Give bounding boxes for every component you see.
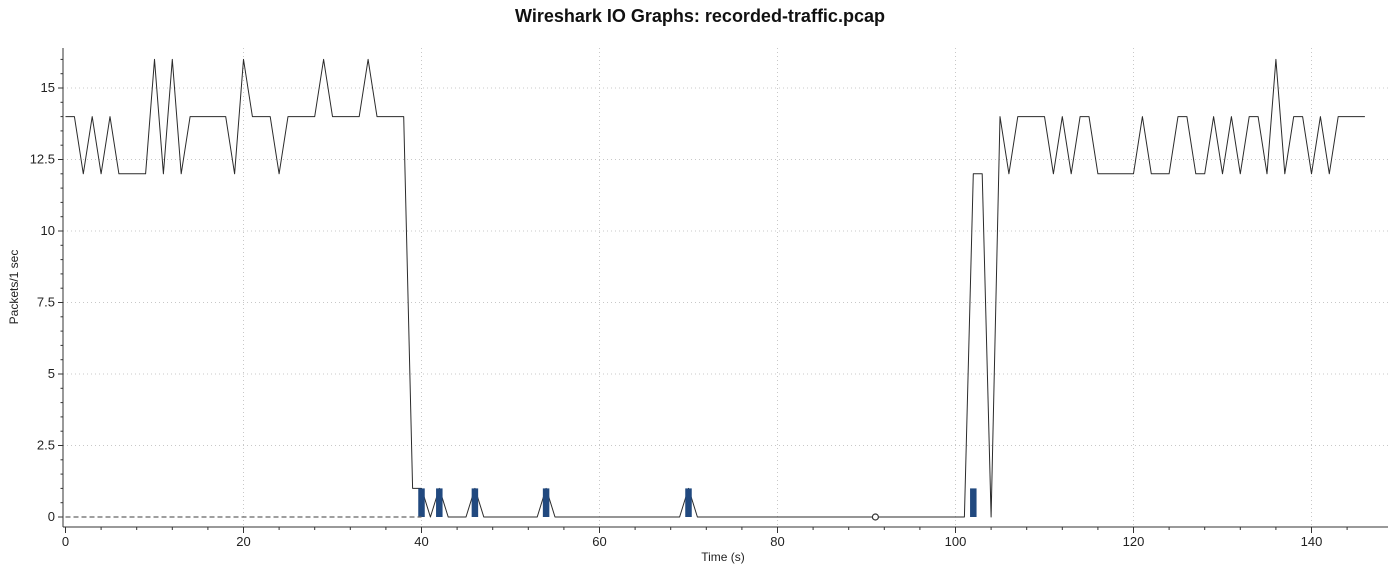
y-tick-label: 2.5 [37, 438, 55, 453]
y-tick-label: 10 [41, 223, 55, 238]
data-point-marker[interactable] [871, 513, 880, 521]
tick-marks: 0 2.5 5 7.5 10 12.5 15 0 20 40 60 80 100 120 140 [30, 58, 1348, 549]
bar-mark[interactable] [685, 488, 692, 517]
bar-mark[interactable] [418, 488, 425, 517]
y-tick-label: 0 [48, 509, 55, 524]
y-tick-label: 7.5 [37, 295, 55, 310]
bar-mark[interactable] [542, 488, 550, 517]
bar-mark[interactable] [436, 488, 443, 517]
chart-title: Wireshark IO Graphs: recorded-traffic.pc… [515, 6, 885, 26]
y-axis-label: Packets/1 sec [7, 250, 21, 325]
y-tick-label: 12.5 [30, 152, 55, 167]
axes [62, 48, 1388, 528]
grid-lines [63, 48, 1388, 527]
x-tick-label: 0 [62, 534, 69, 549]
bar-mark[interactable] [471, 488, 479, 517]
x-tick-label: 20 [236, 534, 250, 549]
x-axis-label: Time (s) [701, 550, 745, 564]
y-tick-label: 5 [48, 366, 55, 381]
plot-marks[interactable] [65, 58, 1365, 521]
x-tick-label: 40 [414, 534, 428, 549]
x-tick-label: 80 [770, 534, 784, 549]
x-tick-label: 120 [1123, 534, 1145, 549]
x-tick-label: 60 [592, 534, 606, 549]
packets-series-line[interactable] [65, 58, 1365, 518]
x-tick-label: 140 [1301, 534, 1323, 549]
bar-mark[interactable] [970, 488, 977, 517]
x-tick-label: 100 [945, 534, 967, 549]
y-tick-label: 15 [41, 80, 55, 95]
